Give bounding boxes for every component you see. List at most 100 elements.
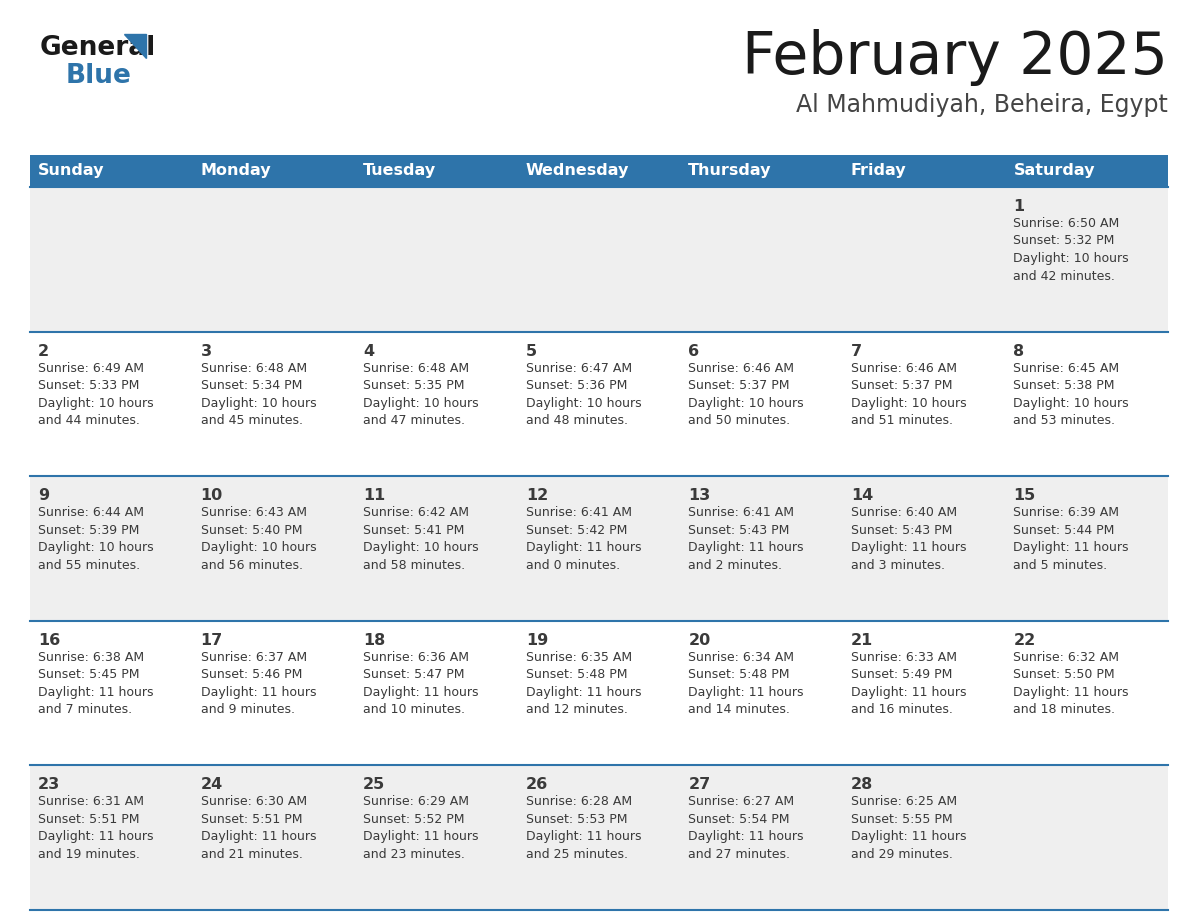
Text: Sunrise: 6:41 AM: Sunrise: 6:41 AM (688, 506, 795, 520)
Text: Sunrise: 6:46 AM: Sunrise: 6:46 AM (688, 362, 795, 375)
Text: 11: 11 (364, 488, 385, 503)
Text: and 2 minutes.: and 2 minutes. (688, 559, 782, 572)
Text: Sunrise: 6:32 AM: Sunrise: 6:32 AM (1013, 651, 1119, 664)
Text: Sunrise: 6:50 AM: Sunrise: 6:50 AM (1013, 217, 1119, 230)
Text: Daylight: 11 hours: Daylight: 11 hours (688, 686, 804, 699)
Text: Sunset: 5:47 PM: Sunset: 5:47 PM (364, 668, 465, 681)
Text: and 12 minutes.: and 12 minutes. (526, 703, 627, 716)
Text: Monday: Monday (201, 163, 271, 178)
Text: Daylight: 10 hours: Daylight: 10 hours (526, 397, 642, 409)
Text: Sunset: 5:33 PM: Sunset: 5:33 PM (38, 379, 139, 392)
Text: Sunrise: 6:48 AM: Sunrise: 6:48 AM (364, 362, 469, 375)
Text: 10: 10 (201, 488, 223, 503)
Text: Sunrise: 6:34 AM: Sunrise: 6:34 AM (688, 651, 795, 664)
Bar (30, 331, 1168, 476)
Bar (518, 155, 681, 187)
Text: Sunrise: 6:37 AM: Sunrise: 6:37 AM (201, 651, 307, 664)
Text: Daylight: 11 hours: Daylight: 11 hours (526, 831, 642, 844)
Text: Sunrise: 6:30 AM: Sunrise: 6:30 AM (201, 795, 307, 809)
Text: 8: 8 (1013, 343, 1024, 359)
Text: Sunset: 5:39 PM: Sunset: 5:39 PM (38, 523, 139, 537)
Text: and 14 minutes.: and 14 minutes. (688, 703, 790, 716)
Text: Sunset: 5:37 PM: Sunset: 5:37 PM (851, 379, 953, 392)
Text: Sunrise: 6:27 AM: Sunrise: 6:27 AM (688, 795, 795, 809)
Text: 12: 12 (526, 488, 548, 503)
Text: Sunrise: 6:29 AM: Sunrise: 6:29 AM (364, 795, 469, 809)
Text: Sunrise: 6:42 AM: Sunrise: 6:42 AM (364, 506, 469, 520)
Text: Al Mahmudiyah, Beheira, Egypt: Al Mahmudiyah, Beheira, Egypt (796, 93, 1168, 117)
Text: 28: 28 (851, 778, 873, 792)
Text: Daylight: 11 hours: Daylight: 11 hours (526, 686, 642, 699)
Text: Sunset: 5:50 PM: Sunset: 5:50 PM (1013, 668, 1116, 681)
Text: 17: 17 (201, 633, 223, 648)
Text: and 45 minutes.: and 45 minutes. (201, 414, 303, 427)
Text: Daylight: 10 hours: Daylight: 10 hours (1013, 252, 1129, 265)
Text: 27: 27 (688, 778, 710, 792)
Text: Sunrise: 6:35 AM: Sunrise: 6:35 AM (526, 651, 632, 664)
Text: 21: 21 (851, 633, 873, 648)
Text: Daylight: 10 hours: Daylight: 10 hours (364, 542, 479, 554)
Text: 15: 15 (1013, 488, 1036, 503)
Text: 16: 16 (38, 633, 61, 648)
Text: Sunrise: 6:33 AM: Sunrise: 6:33 AM (851, 651, 956, 664)
Text: 23: 23 (38, 778, 61, 792)
Text: Sunrise: 6:41 AM: Sunrise: 6:41 AM (526, 506, 632, 520)
Text: and 56 minutes.: and 56 minutes. (201, 559, 303, 572)
Text: 20: 20 (688, 633, 710, 648)
Text: Daylight: 10 hours: Daylight: 10 hours (38, 397, 153, 409)
Bar (681, 155, 842, 187)
Text: Sunset: 5:51 PM: Sunset: 5:51 PM (38, 813, 139, 826)
Text: 5: 5 (526, 343, 537, 359)
Text: Sunrise: 6:45 AM: Sunrise: 6:45 AM (1013, 362, 1119, 375)
Text: Daylight: 11 hours: Daylight: 11 hours (38, 686, 153, 699)
Text: Thursday: Thursday (688, 163, 772, 178)
Text: Daylight: 11 hours: Daylight: 11 hours (851, 686, 966, 699)
Bar (30, 621, 1168, 766)
Text: and 55 minutes.: and 55 minutes. (38, 559, 140, 572)
Text: Sunset: 5:42 PM: Sunset: 5:42 PM (526, 523, 627, 537)
Text: Daylight: 10 hours: Daylight: 10 hours (38, 542, 153, 554)
Text: Daylight: 11 hours: Daylight: 11 hours (526, 542, 642, 554)
Text: Sunset: 5:36 PM: Sunset: 5:36 PM (526, 379, 627, 392)
Text: Sunrise: 6:46 AM: Sunrise: 6:46 AM (851, 362, 956, 375)
Text: Sunrise: 6:25 AM: Sunrise: 6:25 AM (851, 795, 958, 809)
Text: 14: 14 (851, 488, 873, 503)
Text: Sunrise: 6:44 AM: Sunrise: 6:44 AM (38, 506, 144, 520)
Text: and 9 minutes.: and 9 minutes. (201, 703, 295, 716)
Text: Daylight: 11 hours: Daylight: 11 hours (1013, 542, 1129, 554)
Text: Sunset: 5:43 PM: Sunset: 5:43 PM (688, 523, 790, 537)
Text: and 0 minutes.: and 0 minutes. (526, 559, 620, 572)
Text: Sunset: 5:37 PM: Sunset: 5:37 PM (688, 379, 790, 392)
Text: Sunset: 5:53 PM: Sunset: 5:53 PM (526, 813, 627, 826)
Text: Daylight: 10 hours: Daylight: 10 hours (851, 397, 967, 409)
Text: Sunrise: 6:43 AM: Sunrise: 6:43 AM (201, 506, 307, 520)
Bar (30, 155, 192, 187)
Text: Daylight: 11 hours: Daylight: 11 hours (364, 831, 479, 844)
Text: General: General (40, 35, 157, 61)
Text: Sunrise: 6:40 AM: Sunrise: 6:40 AM (851, 506, 958, 520)
Text: and 10 minutes.: and 10 minutes. (364, 703, 466, 716)
Text: Sunset: 5:45 PM: Sunset: 5:45 PM (38, 668, 139, 681)
Text: and 21 minutes.: and 21 minutes. (201, 848, 303, 861)
Bar (30, 766, 1168, 910)
Text: 9: 9 (38, 488, 49, 503)
Text: Daylight: 11 hours: Daylight: 11 hours (201, 686, 316, 699)
Text: Sunset: 5:48 PM: Sunset: 5:48 PM (526, 668, 627, 681)
Text: and 47 minutes.: and 47 minutes. (364, 414, 466, 427)
Text: Sunset: 5:55 PM: Sunset: 5:55 PM (851, 813, 953, 826)
Text: Sunset: 5:43 PM: Sunset: 5:43 PM (851, 523, 953, 537)
Text: Sunrise: 6:38 AM: Sunrise: 6:38 AM (38, 651, 144, 664)
Text: and 3 minutes.: and 3 minutes. (851, 559, 944, 572)
Text: and 42 minutes.: and 42 minutes. (1013, 270, 1116, 283)
Text: Daylight: 10 hours: Daylight: 10 hours (201, 542, 316, 554)
Text: 3: 3 (201, 343, 211, 359)
Text: Sunset: 5:51 PM: Sunset: 5:51 PM (201, 813, 302, 826)
Text: Saturday: Saturday (1013, 163, 1095, 178)
Text: Sunset: 5:46 PM: Sunset: 5:46 PM (201, 668, 302, 681)
Text: Daylight: 10 hours: Daylight: 10 hours (1013, 397, 1129, 409)
Text: Daylight: 11 hours: Daylight: 11 hours (38, 831, 153, 844)
Text: 26: 26 (526, 778, 548, 792)
Bar (30, 476, 1168, 621)
Text: and 19 minutes.: and 19 minutes. (38, 848, 140, 861)
Text: and 18 minutes.: and 18 minutes. (1013, 703, 1116, 716)
